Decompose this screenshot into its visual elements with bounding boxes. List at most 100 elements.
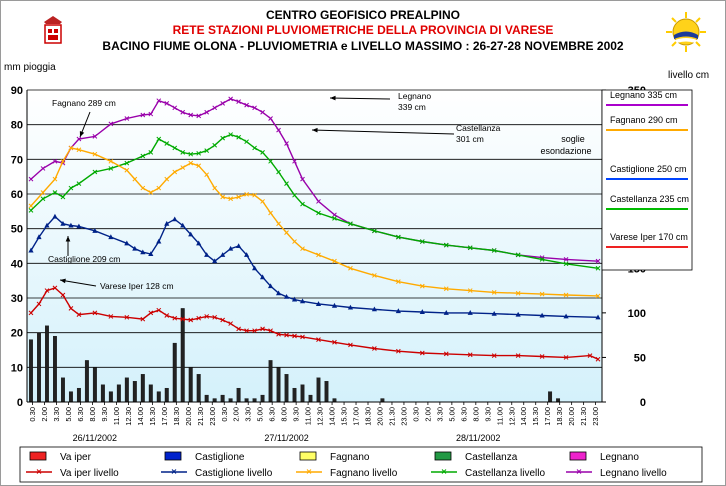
date-label: 27/11/2002 [264,433,308,443]
x-tick-label: 18.30 [555,407,564,426]
level-marker [348,342,353,348]
level-marker [228,196,233,202]
level-marker [140,249,146,255]
x-tick-label: 8.00 [280,407,289,422]
level-marker [467,310,473,315]
coat-of-arms-icon [44,16,62,44]
level-marker [108,314,114,319]
level-marker [299,298,306,304]
legend-marker [171,469,177,474]
level-marker [563,257,569,262]
level-marker [515,353,521,358]
y-left-tick-label: 20 [11,328,23,340]
level-marker [164,220,170,226]
level-marker [124,160,130,166]
level-marker [164,101,170,106]
level-marker [260,199,265,204]
x-tick-label: 6.30 [76,407,85,422]
level-marker [44,288,50,293]
x-tick-label: 15.30 [148,407,157,426]
threshold-label: Fagnano 290 cm [610,115,678,125]
level-marker [300,201,305,207]
level-marker [108,158,114,164]
rain-bar [76,387,81,403]
level-marker [332,212,337,218]
level-marker [260,150,265,155]
level-marker [28,203,34,209]
level-marker [284,332,289,338]
level-marker [148,310,154,316]
level-marker [228,132,233,137]
level-marker [268,116,273,121]
x-tick-label: 0.30 [220,407,229,422]
annotation-arrowhead [330,95,336,101]
legend-marker [576,469,582,474]
level-marker [316,199,321,204]
threshold-label: Varese Iper 170 cm [610,232,688,242]
legend-swatch [299,451,317,461]
x-tick-label: 21.30 [196,407,205,426]
y-left-tick-label: 30 [11,293,23,305]
level-marker [44,222,50,228]
legend-label: Legnano [600,452,639,463]
y-right-axis-label: livello cm [668,70,709,81]
level-lines [28,96,601,362]
level-marker [348,265,353,271]
x-tick-label: 17.00 [160,407,169,426]
level-marker [563,292,569,298]
level-marker [148,190,154,195]
y-left-tick-label: 0 [17,397,23,409]
level-marker [563,355,569,360]
legend-label: Fagnano livello [330,468,398,479]
x-tick-label: 11.00 [112,407,121,425]
level-marker [68,145,74,151]
rain-bar [284,374,289,403]
level-marker [40,166,46,171]
level-marker [204,314,210,319]
level-marker [396,348,401,354]
level-marker [36,301,42,307]
level-marker [108,234,114,240]
level-marker [124,116,130,121]
rain-bar [148,384,153,403]
rain-bar [324,381,329,403]
level-marker [539,291,545,297]
level-marker [76,147,82,153]
x-tick-label: 21.30 [387,407,396,426]
level-marker [196,315,202,321]
threshold-label: Castellanza 235 cm [610,194,689,204]
level-marker [419,239,425,244]
x-tick-label: 18.30 [364,407,373,426]
annotation-label: Castellanza [456,123,501,133]
x-tick-label: 2.00 [423,407,432,422]
level-marker [276,169,281,175]
level-marker [172,105,178,111]
level-marker [92,151,98,157]
level-marker [148,111,154,117]
annotation-label: Castiglione 209 cm [48,254,120,264]
level-marker [28,207,34,213]
level-marker [148,251,154,257]
level-marker [236,326,241,332]
level-marker [331,302,338,308]
x-tick-label: 20.00 [375,407,384,426]
legend-label: Va iper [60,452,92,463]
level-marker [196,113,202,119]
y-left-tick-label: 60 [11,189,23,201]
level-marker [28,247,34,253]
level-marker [28,310,34,316]
level-marker [220,194,226,200]
level-marker [515,252,521,258]
rain-bar [100,384,105,403]
rain-bar [556,398,561,403]
rain-bar [380,398,385,403]
x-tick-label: 11.00 [495,407,504,425]
level-marker [164,313,170,318]
rain-bar [212,398,217,403]
rain-bar [60,377,65,403]
level-marker [300,246,305,252]
level-marker [140,153,146,159]
level-marker [291,296,298,302]
level-marker [156,238,162,244]
